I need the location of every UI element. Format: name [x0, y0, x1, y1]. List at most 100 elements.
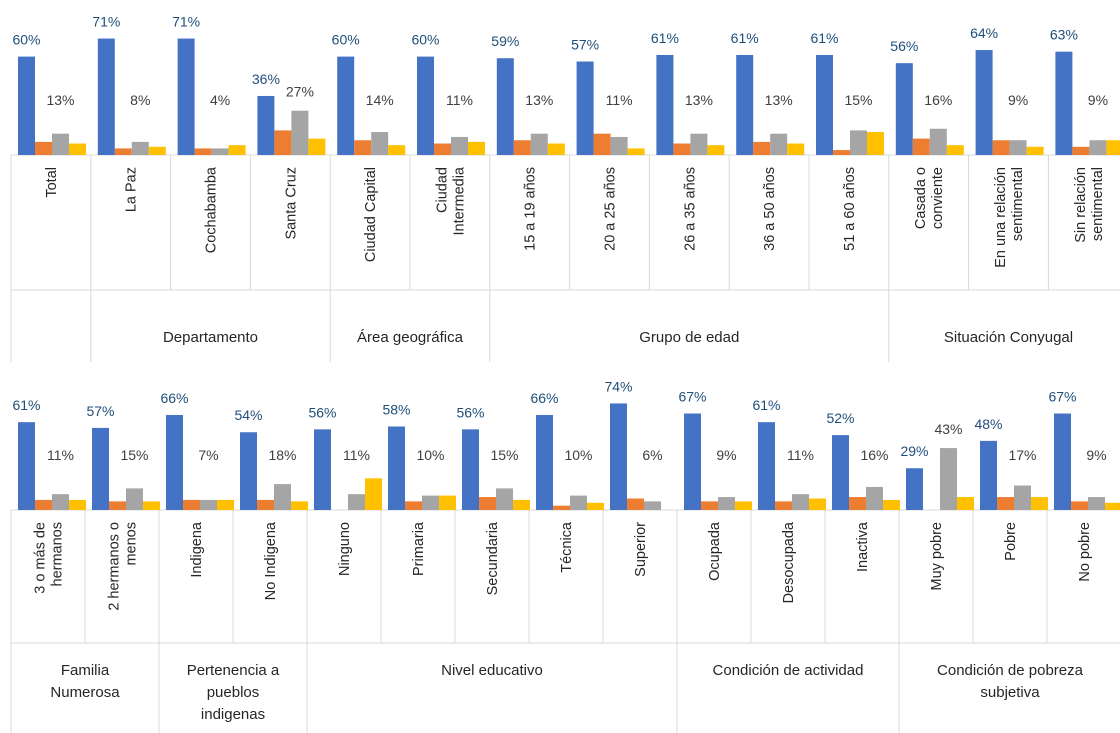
- panel-2-category-label-13: Muy pobre: [929, 522, 945, 591]
- panel-1-bar-orange-7: [513, 140, 531, 155]
- panel-2-category-label-7: Secundaria: [485, 521, 501, 595]
- panel-2-bar-blue-14: [980, 440, 997, 510]
- panel-1-data-label-gray-10: 13%: [765, 92, 793, 108]
- panel-2-bar-gray-8: [570, 495, 587, 510]
- panel-1-bar-gray-4: [291, 110, 309, 155]
- panel-1-bar-gray-3: [211, 148, 229, 155]
- panel-1-bar-orange-9: [673, 143, 691, 155]
- panel-2-category-label-2-line-2: menos: [124, 522, 140, 566]
- panel-1-bar-yellow-1: [69, 143, 86, 155]
- panel-2-category-label-2-line-1: 2 hermanos o: [107, 522, 123, 611]
- panel-2-bar-gray-10: [718, 497, 735, 510]
- panel-1-bar-orange-1: [35, 141, 52, 155]
- panel-2-data-label-blue-3: 66%: [160, 390, 188, 406]
- panel-2-group: 61% 11% 3 o más de hermanos 57% 15% 2 hermanos…: [10, 378, 1120, 733]
- panel-2-bar-yellow-2: [143, 501, 160, 510]
- panel-2-bar-gray-1: [52, 494, 69, 510]
- panel-2-data-label-blue-7: 56%: [456, 404, 484, 420]
- panel-2-data-label-blue-9: 74%: [604, 378, 632, 394]
- panel-1-bar-gray-7: [530, 133, 548, 155]
- panel-1-category-label-8: 20 a 25 años: [603, 167, 619, 251]
- panel-2-bar-yellow-13: [957, 497, 974, 510]
- panel-1-group-label-4: Grupo de edad: [639, 329, 739, 346]
- panel-1-data-label-gray-9: 13%: [685, 92, 713, 108]
- panel-2-bar-yellow-7: [513, 499, 530, 510]
- panel-1-category-label-12-line-2: conviente: [930, 167, 946, 229]
- panel-2-bar-blue-13: [906, 468, 923, 510]
- panel-2-data-label-blue-15: 67%: [1048, 389, 1076, 405]
- panel-1-data-label-gray-8: 11%: [606, 92, 633, 108]
- panel-2-bar-gray-2: [126, 488, 143, 510]
- panel-1-bar-blue-3: [177, 38, 195, 156]
- panel-1-data-label-blue-2: 71%: [92, 14, 120, 30]
- panel-1-category-label-13-line-1: En una relación: [993, 167, 1009, 268]
- panel-2-category-label-11: Desocupada: [781, 521, 797, 603]
- panel-1-bar-yellow-9: [707, 145, 725, 155]
- panel-1-bar-orange-8: [593, 133, 611, 155]
- panel-1-bar-orange-4: [274, 130, 292, 155]
- panel-2-bar-gray-7: [496, 488, 513, 510]
- panel-2-category-label-9: Superior: [633, 522, 649, 577]
- panel-1-category-label-2: La Paz: [124, 167, 140, 212]
- panel-1-category-label-10: 36 a 50 años: [762, 167, 778, 251]
- panel-2-group-label-3: Nivel educativo: [441, 662, 543, 679]
- panel-1-data-label-blue-14: 63%: [1050, 27, 1078, 43]
- panel-1-bar-gray-11: [850, 130, 867, 155]
- panel-2-category-label-3: Indigena: [189, 521, 205, 578]
- panel-2-bar-blue-8: [536, 414, 553, 510]
- panel-2-data-label-gray-14: 17%: [1008, 447, 1036, 463]
- panel-1-bar-blue-5: [337, 56, 355, 155]
- panel-1-bar-orange-13: [992, 140, 1010, 155]
- panel-2-bar-blue-9: [610, 403, 627, 510]
- panel-1-bar-yellow-4: [308, 138, 326, 155]
- panel-2-bar-gray-9: [644, 501, 661, 510]
- panel-2-data-label-gray-7: 15%: [490, 447, 518, 463]
- panel-1-bar-gray-12: [929, 128, 947, 155]
- panel-2-category-label-5: Ninguno: [337, 522, 353, 576]
- panel-1-bar-yellow-5: [388, 145, 406, 155]
- panel-1-category-label-14-line-1: Sin relación: [1073, 167, 1089, 243]
- panel-2-bar-blue-1: [18, 422, 35, 510]
- panel-1-category-label-4: Santa Cruz: [283, 167, 299, 240]
- panel-1-data-label-gray-6: 11%: [446, 92, 473, 108]
- panel-1-bar-blue-2: [97, 38, 115, 156]
- panel-1-bar-yellow-3: [228, 145, 246, 155]
- panel-1-bar-gray-2: [131, 141, 149, 155]
- panel-1-bar-blue-1: [18, 56, 35, 155]
- panel-1-bar-gray-1: [52, 133, 69, 155]
- panel-1-data-label-blue-10: 61%: [731, 30, 759, 46]
- panel-2-group-label-4: Condición de actividad: [713, 662, 864, 679]
- panel-2-bar-orange-8: [553, 505, 570, 510]
- panel-2-category-label-12: Inactiva: [855, 521, 871, 572]
- panel-2-data-label-blue-5: 56%: [308, 404, 336, 420]
- panel-1-bar-orange-14: [1072, 146, 1090, 155]
- panel-2-data-label-gray-12: 16%: [860, 447, 888, 463]
- panel-2-data-label-blue-11: 61%: [752, 397, 780, 413]
- panel-1-bar-blue-4: [257, 95, 275, 155]
- panel-1-bar-yellow-11: [867, 132, 884, 155]
- panel-2-group-label-5-line-1: Condición de pobreza: [937, 662, 1084, 679]
- panel-2-bar-yellow-10: [735, 501, 752, 510]
- panel-2-bar-yellow-6: [439, 495, 456, 510]
- panel-2-bar-yellow-15: [1105, 502, 1120, 510]
- panel-2-data-label-gray-8: 10%: [564, 447, 592, 463]
- panel-2-data-label-blue-10: 67%: [678, 389, 706, 405]
- panel-1-bar-yellow-8: [627, 148, 645, 155]
- panel-2-bar-blue-12: [832, 435, 849, 510]
- panel-1-bar-orange-2: [114, 148, 132, 155]
- panel-2-category-label-10: Ocupada: [707, 521, 723, 581]
- panel-1-data-label-gray-7: 13%: [525, 92, 553, 108]
- panel-1-group-label-3: Área geográfica: [357, 329, 464, 346]
- panel-1-bar-gray-8: [610, 136, 628, 155]
- panel-2-bar-yellow-8: [587, 502, 604, 510]
- panel-1-bar-orange-5: [354, 140, 372, 155]
- panel-2-bar-orange-12: [849, 497, 866, 510]
- panel-2-data-label-blue-1: 61%: [12, 397, 40, 413]
- panel-1-bar-gray-5: [371, 132, 389, 155]
- panel-2-data-label-gray-1: 11%: [47, 447, 74, 463]
- panel-1-data-label-blue-11: 61%: [810, 30, 838, 46]
- panel-1-data-label-gray-11: 15%: [844, 92, 872, 108]
- panel-1-bar-yellow-10: [787, 143, 805, 155]
- panel-2-bar-yellow-3: [217, 499, 234, 510]
